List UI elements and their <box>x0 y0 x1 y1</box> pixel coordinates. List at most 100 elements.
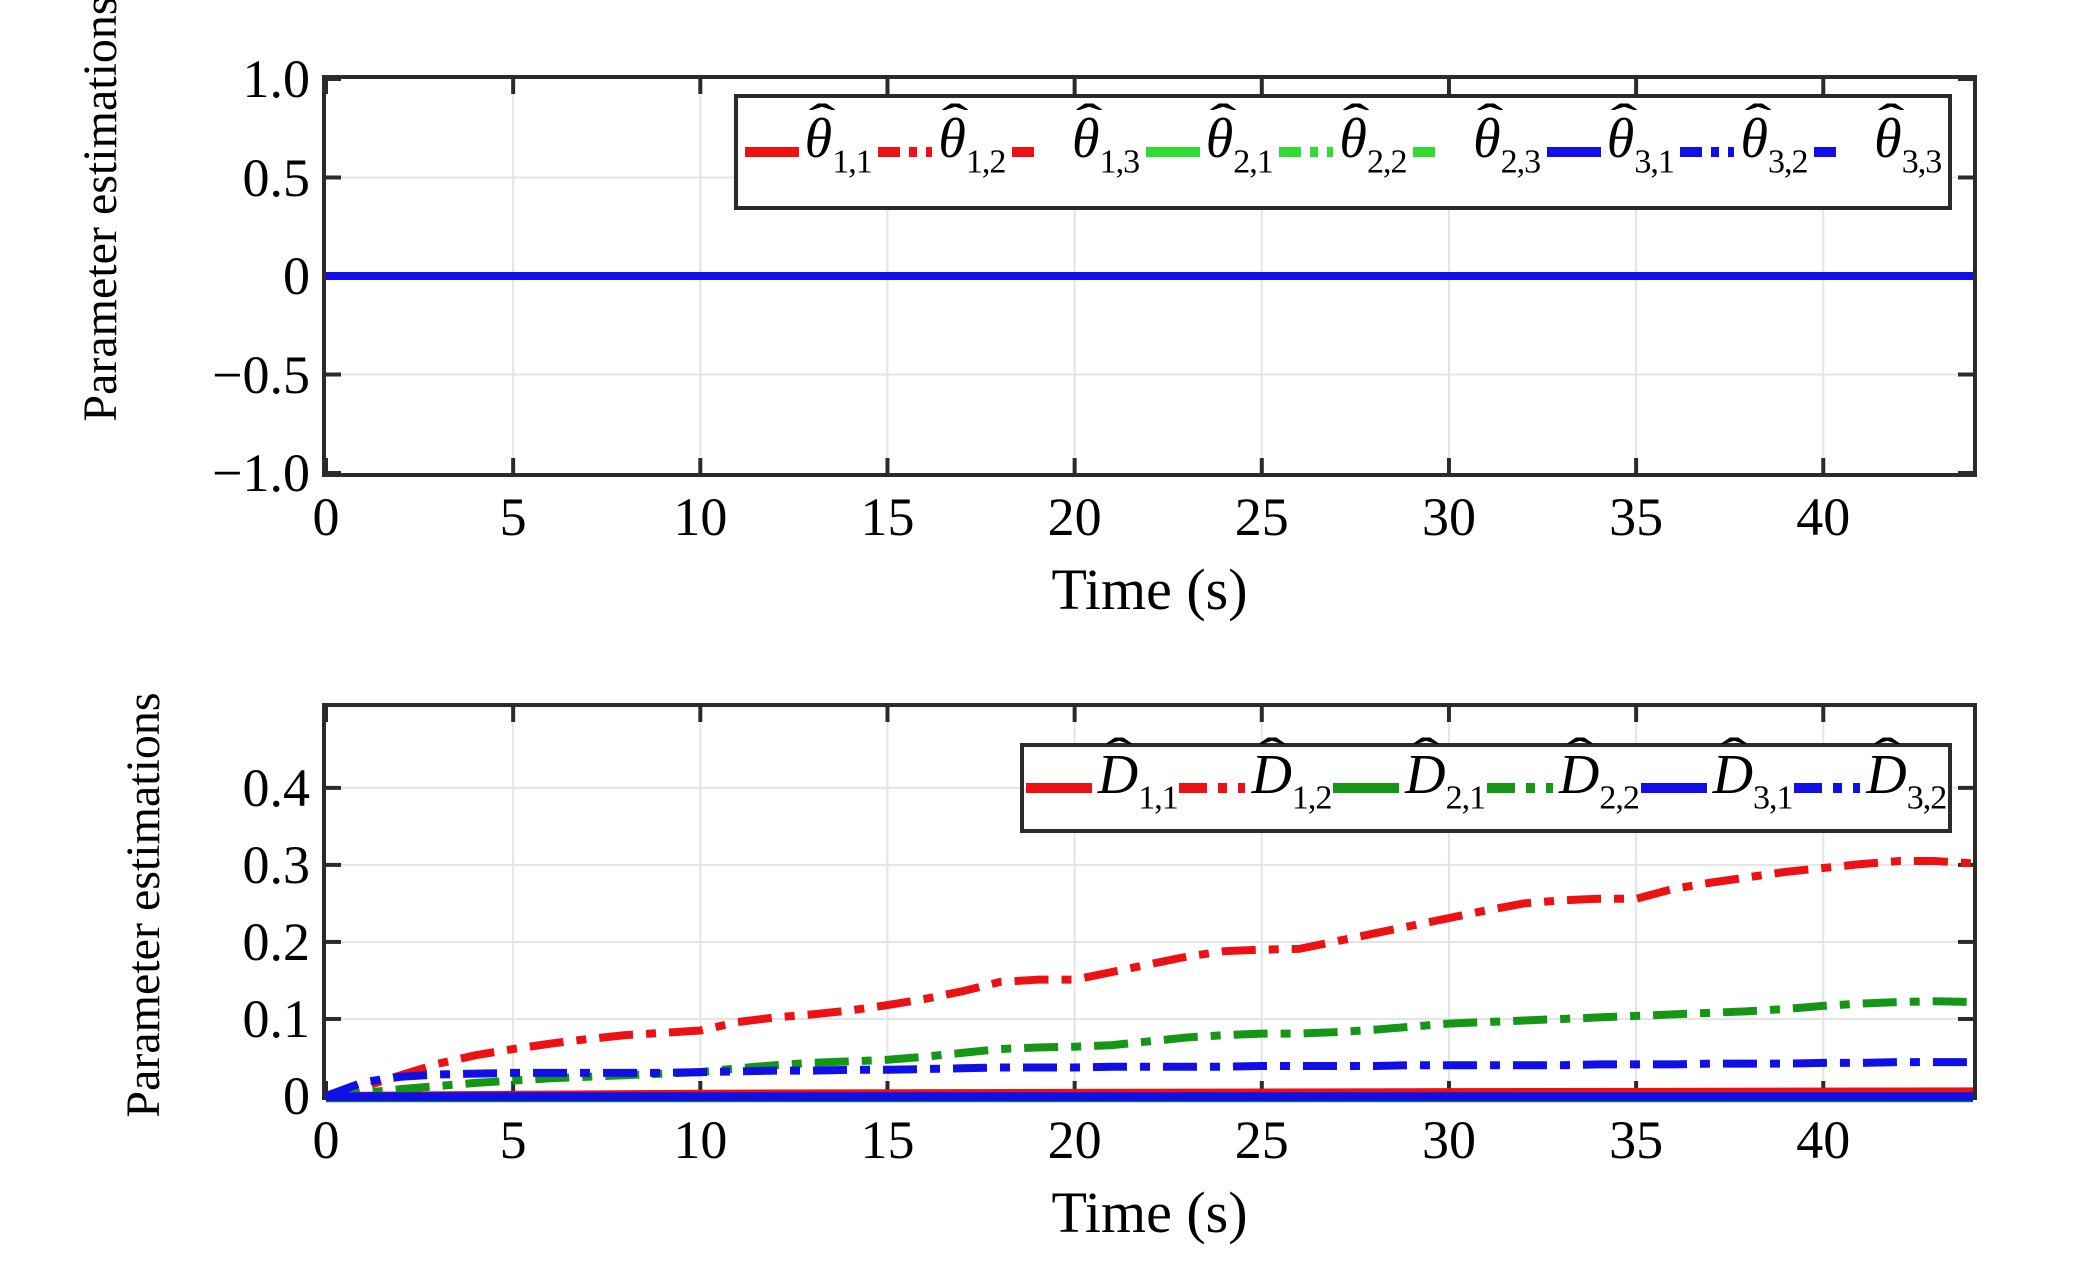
legend-label: θ ˆ 2,2 <box>1339 95 1407 181</box>
legend-entry-theta-hat-1-3: θ ˆ 1,3 <box>1012 98 1140 187</box>
x-tick-label: 40 <box>1796 1110 1851 1170</box>
y-tick-label: 0.4 <box>242 757 311 818</box>
top-plot-x-axis-label: Time (s) <box>1051 557 1248 622</box>
x-tick-label: 15 <box>860 487 915 547</box>
y-tick-label: −0.5 <box>212 344 310 405</box>
x-tick-label: 0 <box>312 1110 340 1170</box>
x-tick-label: 25 <box>1234 487 1289 547</box>
y-tick-label: 0.5 <box>242 147 311 208</box>
legend-line-sample-solid <box>744 146 799 157</box>
y-tick-label: 0 <box>283 1066 310 1126</box>
legend-entry-D-hat-3-2: D ˆ 3,2 <box>1794 732 1947 823</box>
legend-line-sample-solid <box>1025 782 1092 793</box>
legend-entry-theta-hat-2-2: θ ˆ 2,2 <box>1279 98 1407 187</box>
legend-entry-theta-hat-2-1: θ ˆ 2,1 <box>1145 98 1274 187</box>
hat-accent: ˆ <box>1259 730 1286 776</box>
legend-entry-theta-hat-3-1: θ ˆ 3,1 <box>1546 98 1675 187</box>
legend-label: D ˆ 2,1 <box>1405 730 1486 817</box>
top-plot-y-axis-label: Parameter estimations <box>74 0 127 422</box>
legend-line-sample-solid <box>1333 782 1400 793</box>
legend-line-sample-solid <box>1546 146 1601 157</box>
legend-entry-D-hat-2-1: D ˆ 2,1 <box>1333 732 1486 823</box>
legend-label: θ ˆ 3,1 <box>1606 95 1675 181</box>
x-tick-label: 10 <box>673 487 728 547</box>
series-line-D-hat-2-2 <box>325 997 1974 1100</box>
hat-accent: ˆ <box>1343 95 1370 141</box>
hat-accent: ˆ <box>1873 730 1901 776</box>
legend-line-sample-dash <box>1814 146 1869 157</box>
legend-label: θ ˆ 3,3 <box>1874 95 1942 181</box>
legend-line-sample-dashdot <box>1486 782 1553 793</box>
y-tick-label: 1.0 <box>242 49 311 109</box>
legend-line-sample-dashdot <box>878 146 933 157</box>
top-plot-legend: θ ˆ 1,1 θ ˆ 1,2 θ ˆ 1,3 θ ˆ 2,1 θ ˆ 2,2 θ ˆ 2,3 θ ˆ 3,1 θ ˆ 3,2… <box>734 94 1952 210</box>
x-tick-label: 15 <box>860 1110 915 1170</box>
legend-entry-D-hat-3-1: D ˆ 3,1 <box>1640 732 1794 823</box>
hat-accent: ˆ <box>1744 95 1771 141</box>
legend-label: θ ˆ 2,3 <box>1473 95 1541 181</box>
legend-entry-D-hat-1-1: D ˆ 1,1 <box>1025 732 1179 823</box>
x-tick-label: 40 <box>1796 487 1851 547</box>
legend-entry-D-hat-1-2: D ˆ 1,2 <box>1179 732 1332 823</box>
legend-line-sample-dashdot <box>1794 782 1861 793</box>
hat-accent: ˆ <box>1610 95 1638 141</box>
legend-label: θ ˆ 3,2 <box>1740 95 1808 181</box>
legend-label: θ ˆ 1,2 <box>938 95 1006 181</box>
legend-label: D ˆ 3,2 <box>1866 730 1947 817</box>
legend-line-sample-solid <box>1145 146 1200 157</box>
legend-line-sample-dash <box>1012 146 1067 157</box>
y-tick-label: 0.1 <box>242 988 311 1049</box>
hat-accent: ˆ <box>941 95 969 141</box>
x-tick-label: 20 <box>1047 1110 1102 1170</box>
x-tick-label: 5 <box>499 487 527 547</box>
x-tick-label: 30 <box>1421 1110 1476 1170</box>
hat-accent: ˆ <box>1566 730 1594 776</box>
hat-accent: ˆ <box>808 95 836 141</box>
bottom-plot-legend: D ˆ 1,1 D ˆ 1,2 D ˆ 2,1 D ˆ 2,2 D ˆ 3,1 D ˆ 3,2 <box>1020 732 1952 833</box>
hat-accent: ˆ <box>1075 95 1103 141</box>
y-tick-label: 0.2 <box>242 911 311 972</box>
bottom-plot-x-axis-label: Time (s) <box>1051 1180 1248 1245</box>
legend-label: θ ˆ 2,1 <box>1205 95 1274 181</box>
bottom-plot: 0.4 0.3 0.2 0.1 0 0 5 10 15 20 25 30 35 40 D ˆ 1,1 D ˆ 1,… <box>117 692 1977 1244</box>
x-tick-label: 0 <box>312 487 340 547</box>
hat-accent: ˆ <box>1412 730 1440 776</box>
bottom-plot-area <box>324 707 1974 1103</box>
legend-line-sample-solid <box>1640 782 1707 793</box>
x-tick-label: 30 <box>1421 487 1476 547</box>
legend-label: D ˆ 2,2 <box>1558 730 1640 817</box>
legend-line-sample-dashdot <box>1680 146 1735 157</box>
legend-entry-theta-hat-3-2: θ ˆ 3,2 <box>1680 98 1808 187</box>
legend-entry-theta-hat-3-3: θ ˆ 3,3 <box>1814 98 1942 187</box>
legend-entry-theta-hat-1-1: θ ˆ 1,1 <box>744 98 873 187</box>
series-line-D-hat-3-2 <box>324 1058 1973 1100</box>
x-tick-label: 35 <box>1609 487 1664 547</box>
legend-line-sample-dash <box>1413 146 1468 157</box>
y-tick-label: 0 <box>283 246 310 306</box>
y-tick-label: 0.3 <box>242 834 311 895</box>
legend-label: D ˆ 1,1 <box>1097 730 1179 817</box>
x-tick-label: 35 <box>1609 1110 1664 1170</box>
legend-entry-D-hat-2-2: D ˆ 2,2 <box>1486 732 1640 823</box>
hat-accent: ˆ <box>1209 95 1237 141</box>
x-tick-label: 5 <box>499 1110 527 1170</box>
legend-label: D ˆ 3,1 <box>1712 730 1794 817</box>
legend-label: θ ˆ 1,3 <box>1072 95 1140 181</box>
x-tick-label: 20 <box>1047 487 1102 547</box>
legend-line-sample-dashdot <box>1179 782 1246 793</box>
hat-accent: ˆ <box>1877 95 1905 141</box>
legend-entry-theta-hat-2-3: θ ˆ 2,3 <box>1413 98 1541 187</box>
legend-entry-theta-hat-1-2: θ ˆ 1,2 <box>878 98 1006 187</box>
hat-accent: ˆ <box>1720 730 1748 776</box>
legend-label: θ ˆ 1,1 <box>804 95 873 181</box>
y-tick-label: −1.0 <box>212 443 310 503</box>
legend-line-sample-dashdot <box>1279 146 1334 157</box>
bottom-plot-y-axis-label: Parameter estimations <box>117 692 170 1118</box>
top-plot: 1.0 0.5 0 −0.5 −1.0 0 5 10 15 20 25 30 35 40 θ ˆ 1,1 θ ˆ… <box>74 0 1977 621</box>
hat-accent: ˆ <box>1476 95 1504 141</box>
x-tick-label: 25 <box>1234 1110 1289 1170</box>
series-line-D-hat-1-2 <box>325 857 1974 1100</box>
x-tick-label: 10 <box>673 1110 728 1170</box>
hat-accent: ˆ <box>1105 730 1133 776</box>
